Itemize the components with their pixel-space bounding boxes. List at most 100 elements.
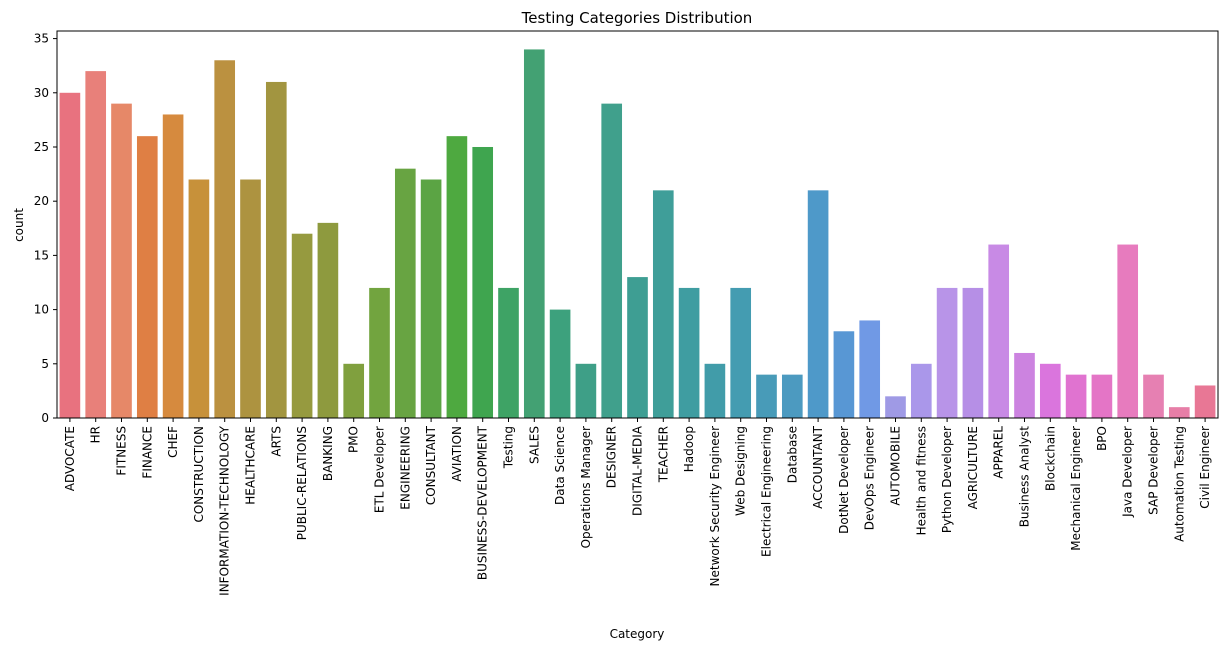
chart-title: Testing Categories Distribution	[521, 9, 753, 27]
x-tick-label: AGRICULTURE	[966, 426, 980, 509]
y-tick-label: 25	[34, 140, 49, 154]
x-tick-label: DevOps Engineer	[863, 426, 877, 530]
x-tick-label: SALES	[527, 426, 541, 464]
bar	[756, 374, 777, 418]
bar	[136, 136, 158, 418]
bar	[575, 363, 597, 418]
bar	[446, 136, 468, 418]
bar	[652, 190, 674, 418]
x-tick-label: Operations Manager	[579, 426, 593, 548]
bar	[704, 363, 726, 418]
x-tick-label: ARTS	[269, 426, 283, 457]
x-tick-label: TEACHER	[656, 426, 670, 483]
bar	[936, 287, 958, 418]
y-tick-label: 10	[34, 303, 49, 317]
x-axis: ADVOCATE HR FITNESS FINANCE CHEF CONSTRUCTION…	[63, 418, 1212, 596]
bar	[730, 287, 752, 418]
bar	[111, 103, 132, 418]
bar	[781, 374, 803, 418]
bar	[807, 190, 829, 418]
x-tick-label: Web Designing	[734, 426, 748, 516]
y-axis: 0 5 10 15 20 25 30 35	[34, 32, 57, 425]
x-tick-label: Mechanical Engineer	[1069, 426, 1083, 551]
x-tick-label: DotNet Developer	[837, 426, 851, 534]
x-tick-label: PUBLIC-RELATIONS	[295, 426, 309, 540]
x-tick-label: CONSULTANT	[424, 425, 438, 505]
bar	[627, 277, 648, 418]
x-tick-label: Data Science	[553, 426, 567, 505]
x-tick-label: BANKING	[321, 426, 335, 481]
x-tick-label: Business Analyst	[1018, 426, 1032, 528]
bar	[317, 222, 339, 418]
bar	[1014, 352, 1035, 418]
bar	[369, 287, 390, 418]
bar	[420, 179, 442, 418]
bar	[962, 287, 984, 418]
bar	[498, 287, 519, 418]
x-tick-label: BPO	[1095, 426, 1109, 451]
x-tick-label: CONSTRUCTION	[192, 426, 206, 523]
bar	[523, 49, 545, 419]
x-tick-label: Blockchain	[1043, 426, 1057, 491]
y-tick-label: 20	[34, 194, 49, 208]
y-tick-label: 35	[34, 32, 49, 46]
x-tick-label: BUSINESS-DEVELOPMENT	[476, 425, 490, 580]
y-axis-label: count	[12, 208, 26, 242]
x-tick-label: Electrical Engineering	[760, 426, 774, 557]
bar	[988, 244, 1010, 418]
y-tick-label: 5	[41, 357, 49, 371]
x-tick-label: Java Developer	[1121, 426, 1135, 518]
bar	[265, 81, 287, 418]
x-tick-label: PMO	[347, 426, 361, 453]
bar	[188, 179, 210, 418]
bar	[1091, 374, 1113, 418]
x-tick-label: Network Security Engineer	[708, 426, 722, 587]
bar	[214, 60, 236, 419]
x-tick-label: AVIATION	[450, 426, 464, 482]
bar	[472, 146, 494, 419]
bar	[162, 114, 184, 418]
bar	[394, 168, 416, 418]
x-tick-label: FITNESS	[115, 426, 129, 476]
x-tick-label: Health and fitness	[914, 426, 928, 535]
bar	[1143, 374, 1164, 418]
x-tick-label: Python Developer	[940, 426, 954, 533]
x-tick-label: SAP Developer	[1147, 426, 1161, 515]
bar	[678, 287, 700, 418]
bar	[59, 92, 81, 418]
x-tick-label: HR	[89, 426, 103, 443]
bar	[833, 331, 855, 418]
bar	[1117, 244, 1139, 418]
bar	[549, 309, 571, 418]
bar	[343, 363, 365, 418]
bar	[885, 396, 906, 418]
x-tick-label: Automation Testing	[1172, 426, 1186, 542]
y-tick-label: 30	[34, 86, 49, 100]
x-axis-label: Category	[610, 627, 665, 641]
x-tick-label: ETL Developer	[373, 426, 387, 513]
x-tick-label: Civil Engineer	[1198, 426, 1212, 509]
y-tick-label: 0	[41, 411, 49, 425]
x-tick-label: CHEF	[166, 426, 180, 458]
x-tick-label: INFORMATION-TECHNOLOGY	[218, 425, 232, 595]
bar	[910, 363, 932, 418]
bars-group	[59, 49, 1216, 419]
x-tick-label: ADVOCATE	[63, 426, 77, 491]
plot-frame	[56, 30, 1219, 419]
x-tick-label: HEALTHCARE	[244, 426, 258, 505]
x-tick-label: AUTOMOBILE	[889, 426, 903, 506]
bar	[1039, 363, 1061, 418]
bar	[1168, 407, 1190, 418]
x-tick-label: APPAREL	[992, 426, 1006, 479]
x-tick-label: Database	[785, 426, 799, 483]
x-tick-label: Testing	[502, 426, 516, 469]
bar	[291, 233, 313, 418]
bar	[85, 71, 107, 419]
bar	[1065, 374, 1087, 418]
x-tick-label: Hadoop	[682, 426, 696, 472]
x-tick-label: ENGINEERING	[398, 426, 412, 510]
x-tick-label: DESIGNER	[605, 426, 619, 488]
bar	[859, 320, 881, 418]
